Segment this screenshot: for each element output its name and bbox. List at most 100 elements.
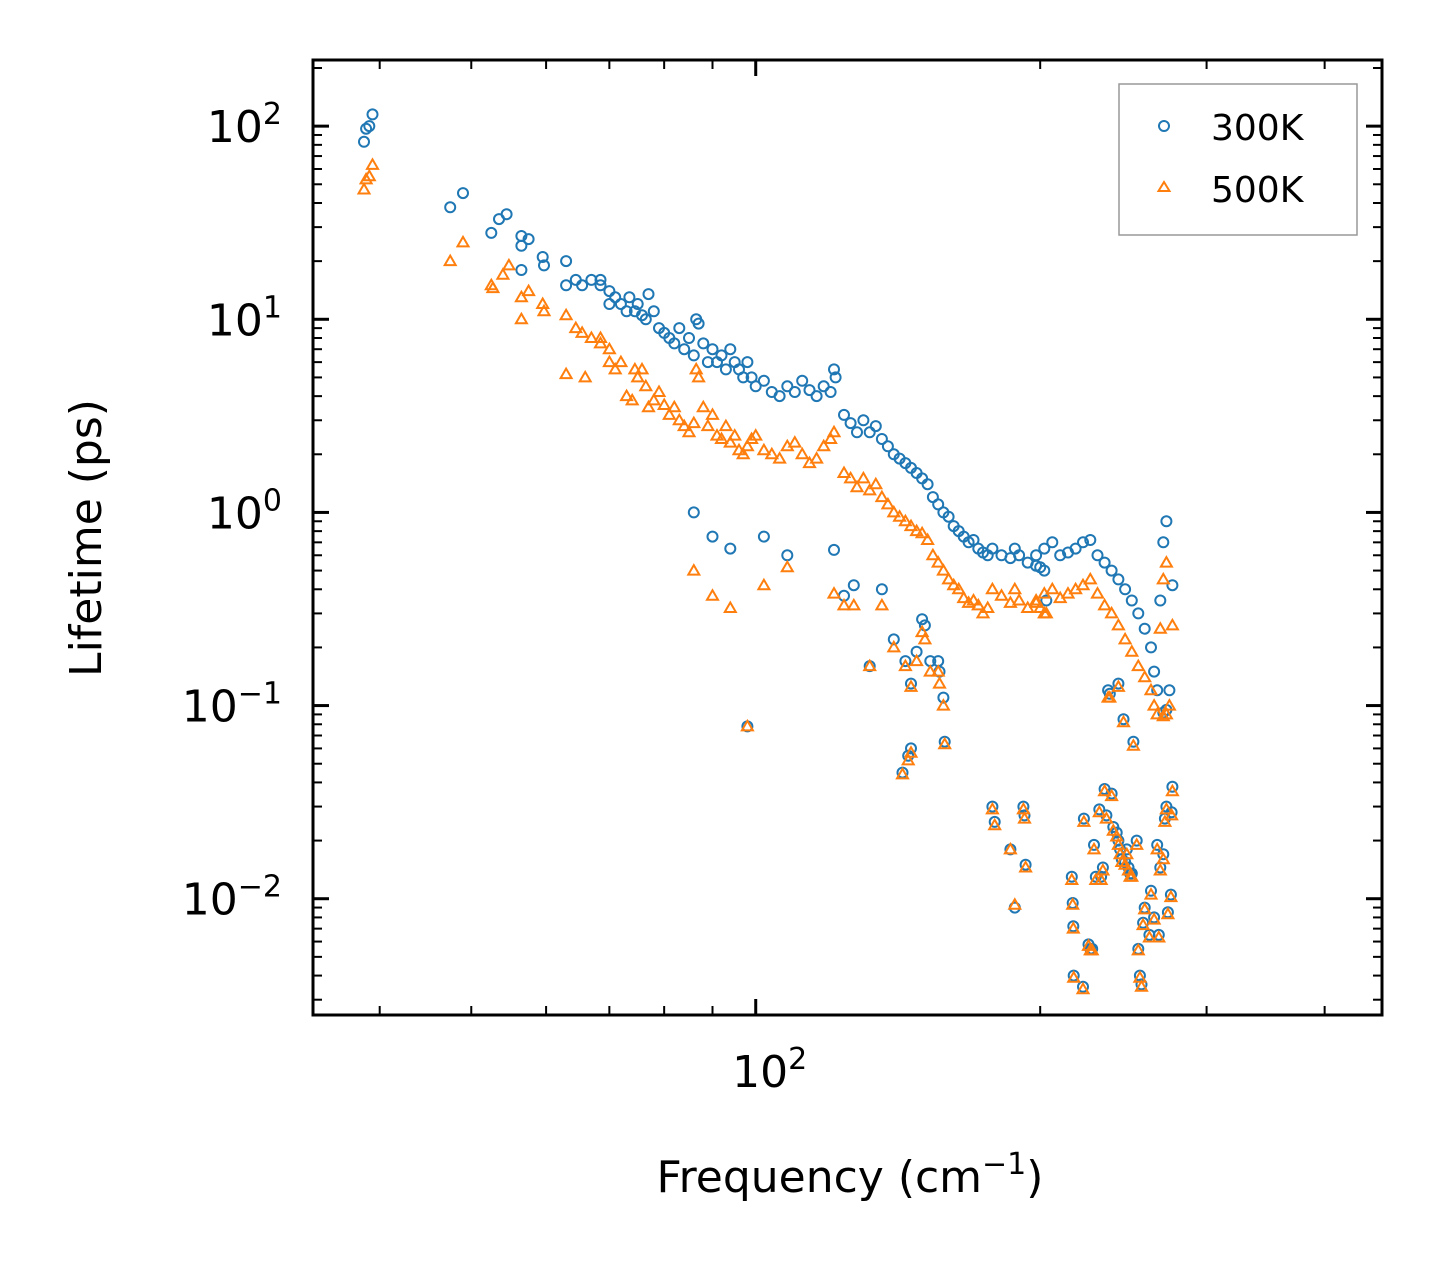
point-300k — [639, 313, 652, 326]
point-300k — [737, 371, 750, 384]
point-500k — [365, 157, 380, 170]
point-300k — [1160, 515, 1173, 528]
point-500k — [1153, 863, 1168, 876]
point-300k — [905, 677, 917, 690]
point-300k — [869, 420, 882, 433]
point-500k — [914, 624, 930, 638]
point-500k — [727, 428, 742, 441]
point-500k — [930, 555, 946, 568]
point-500k — [619, 388, 634, 402]
point-300k — [500, 208, 513, 221]
point-300k — [1098, 556, 1111, 569]
point-500k — [723, 435, 738, 448]
point-500k — [1099, 811, 1114, 824]
point-300k — [824, 386, 837, 398]
point-500k — [794, 446, 810, 460]
point-500k — [688, 361, 704, 375]
point-500k — [886, 639, 902, 653]
point-300k — [515, 264, 528, 276]
point-500k — [501, 257, 517, 271]
point-500k — [764, 446, 780, 460]
point-500k — [602, 354, 617, 368]
point-500k — [880, 496, 896, 510]
point-500k — [874, 597, 890, 611]
point-300k — [623, 291, 636, 304]
point-500k — [1153, 621, 1168, 634]
point-300k — [614, 298, 627, 310]
point-300k — [719, 363, 732, 376]
point-300k — [1084, 534, 1097, 546]
point-300k — [444, 201, 457, 214]
point-500k — [756, 442, 772, 456]
point-500k — [1151, 930, 1167, 943]
point-300k — [1069, 542, 1082, 555]
point-500k — [700, 418, 716, 432]
point-300k — [838, 408, 850, 421]
point-300k — [828, 363, 840, 376]
point-500k — [1095, 863, 1111, 876]
point-500k — [961, 595, 976, 608]
point-500k — [1097, 597, 1112, 611]
point-500k — [1131, 658, 1146, 672]
point-500k — [1065, 897, 1080, 910]
point-300k — [673, 322, 686, 335]
point-500k — [1137, 901, 1152, 915]
point-500k — [856, 470, 871, 484]
point-500k — [1097, 783, 1112, 797]
point-500k — [1129, 837, 1144, 850]
point-300k — [1154, 594, 1167, 607]
point-500k — [686, 563, 702, 576]
point-300k — [1019, 858, 1032, 871]
point-500k — [1045, 581, 1060, 595]
point-500k — [937, 736, 952, 750]
point-500k — [1106, 823, 1121, 836]
point-300k — [697, 337, 710, 350]
point-500k — [686, 415, 702, 429]
point-300k — [576, 279, 589, 292]
point-500k — [718, 418, 734, 432]
point-300k — [757, 530, 770, 543]
point-500k — [1084, 942, 1100, 956]
point-500k — [892, 509, 907, 522]
point-300k — [366, 108, 379, 121]
point-500k — [809, 451, 824, 464]
point-500k — [826, 424, 842, 438]
point-500k — [1018, 860, 1033, 873]
point-500k — [874, 489, 890, 503]
legend-marker-500k — [1156, 180, 1172, 192]
point-500k — [1017, 811, 1032, 824]
point-500k — [1093, 872, 1109, 885]
point-500k — [1131, 942, 1146, 956]
point-500k — [1090, 586, 1105, 599]
point-300k — [942, 510, 955, 523]
point-500k — [895, 766, 910, 780]
point-500k — [1007, 581, 1023, 595]
point-300k — [560, 279, 573, 292]
point-500k — [826, 586, 842, 599]
point-300k — [668, 337, 681, 350]
point-300k — [1013, 549, 1026, 562]
point-500k — [593, 335, 608, 349]
point-500k — [558, 307, 574, 321]
point-300k — [905, 742, 917, 755]
point-500k — [1039, 605, 1054, 619]
point-500k — [1119, 846, 1135, 860]
y-tick-label: 10−1 — [182, 677, 282, 733]
point-500k — [1117, 631, 1133, 645]
x-axis-label-text: Frequency (cm — [657, 1152, 983, 1203]
y-tick-label: 10−2 — [182, 870, 282, 926]
point-500k — [1132, 970, 1148, 983]
point-500k — [362, 168, 377, 182]
point-500k — [1143, 887, 1159, 900]
point-500k — [602, 341, 617, 355]
point-300k — [1103, 687, 1116, 700]
point-500k — [930, 664, 946, 677]
axis-ticks: 102 101 100 10−1 10−2 102 — [182, 60, 1382, 1098]
point-500k — [1146, 912, 1162, 925]
point-500k — [985, 801, 1000, 815]
point-300k — [803, 384, 816, 397]
point-500k — [1124, 869, 1140, 882]
point-300k — [1165, 806, 1178, 819]
point-500k — [909, 523, 924, 537]
x-tick-label: 102 — [732, 1042, 807, 1098]
